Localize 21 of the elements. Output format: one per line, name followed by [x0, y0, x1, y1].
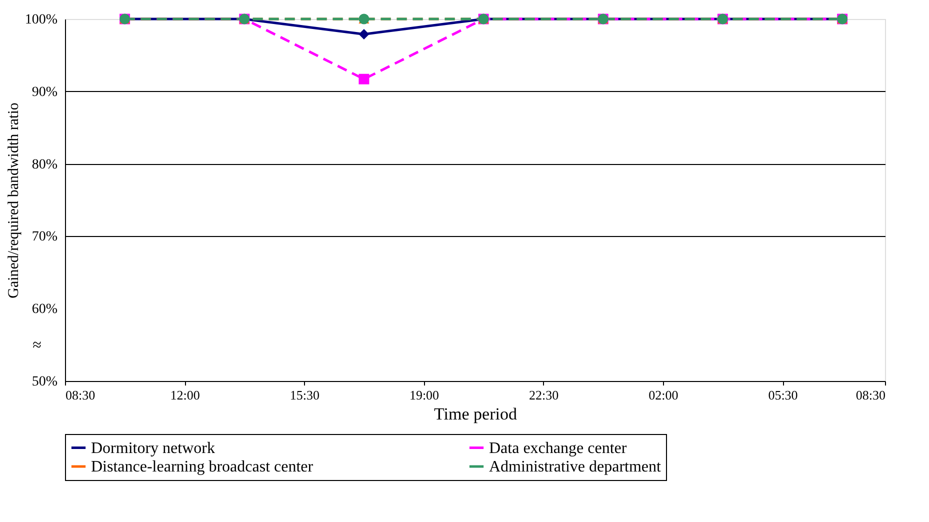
y-tick-label: 50%	[32, 374, 58, 390]
x-tick-label: 05:30	[768, 388, 798, 402]
y-tick-label: 100%	[24, 12, 58, 28]
legend-label: Dormitory network	[91, 440, 215, 457]
x-tick-label: 08:30	[856, 388, 886, 402]
legend-label: Distance-learning broadcast center	[91, 458, 314, 476]
y-tick-label: 90%	[32, 84, 58, 100]
text: ≈	[32, 336, 42, 354]
y-tick-label: 60%	[32, 302, 58, 318]
legend-label: Data exchange center	[489, 440, 628, 457]
legend-label: Administrative department	[489, 458, 662, 476]
x-tick-label: 08:30	[66, 388, 96, 402]
x-axis-title: Time period	[434, 404, 518, 424]
x-tick-label: 15:30	[290, 388, 320, 402]
y-axis-title: Gained/required bandwidth ratio	[6, 102, 22, 298]
x-tick-label: 22:30	[529, 388, 559, 402]
y-tick-label: 70%	[32, 230, 58, 245]
x-tick-label: 19:00	[409, 388, 440, 402]
y-tick-label: 80%	[32, 157, 58, 172]
x-tick-label: 02:00	[648, 388, 678, 402]
x-tick-label: 12:00	[170, 388, 200, 402]
